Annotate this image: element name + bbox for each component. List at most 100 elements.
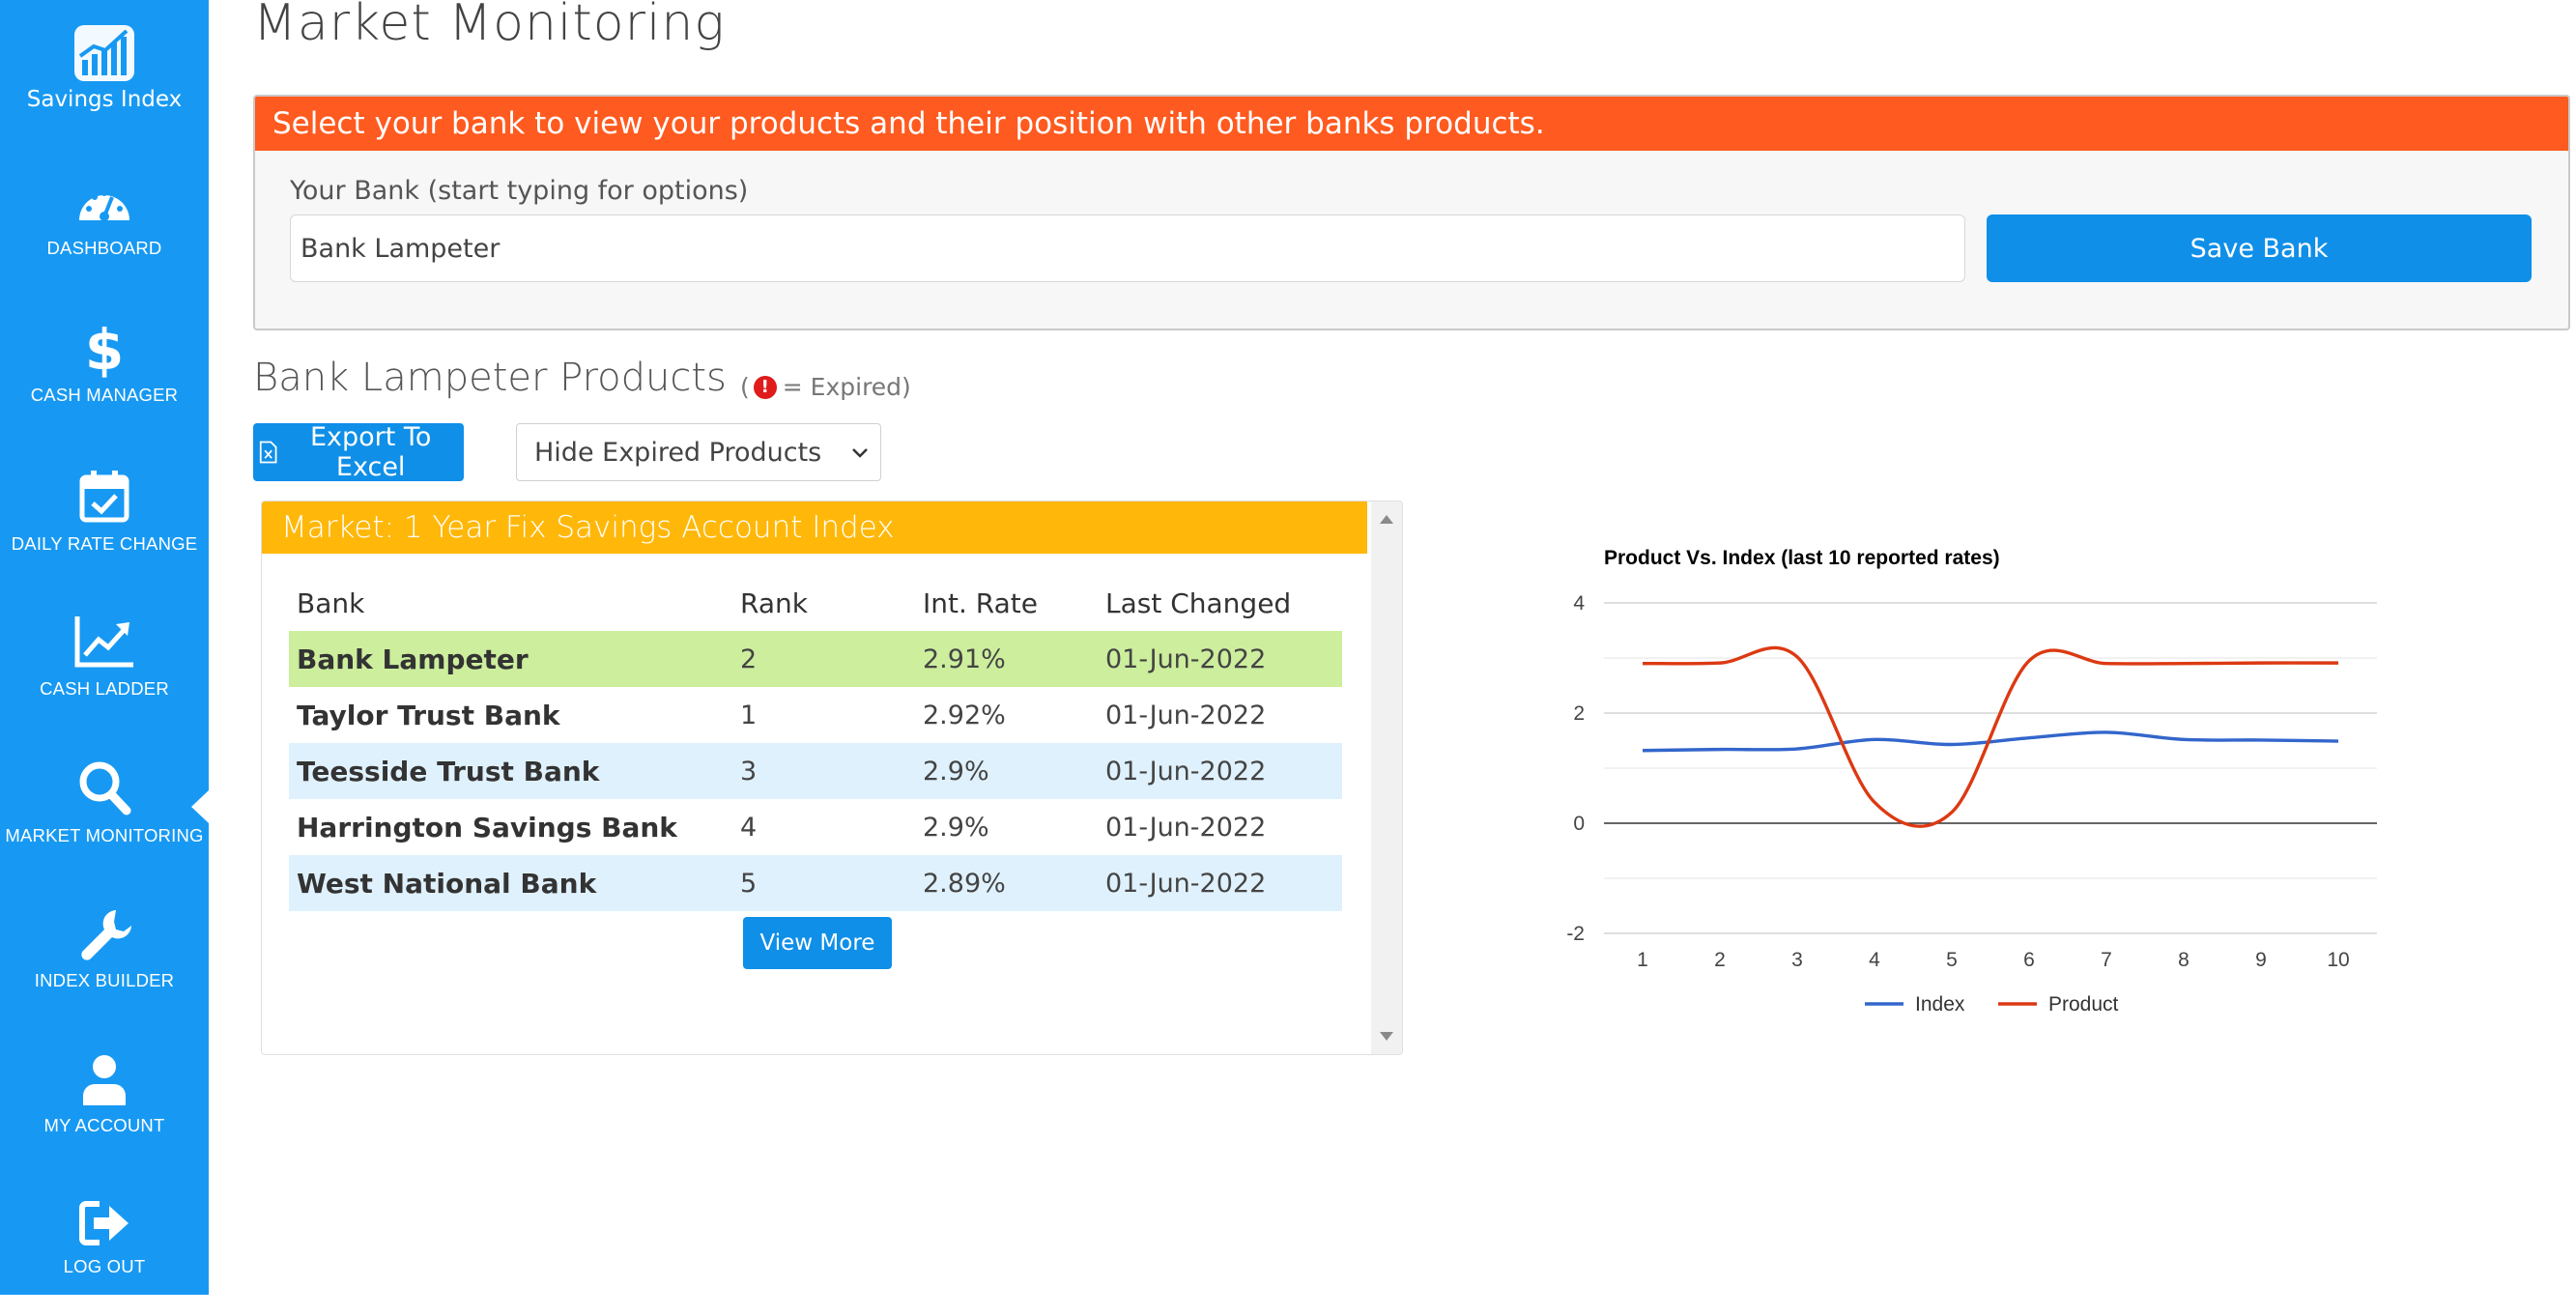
table-header-row: Bank Rank Int. Rate Last Changed bbox=[289, 575, 1342, 631]
x-tick-label: 4 bbox=[1869, 949, 1880, 971]
nav-cash-ladder-label: CASH LADDER bbox=[40, 678, 169, 699]
rate-cell: 2.91% bbox=[915, 631, 1098, 687]
y-tick-label: 0 bbox=[1573, 813, 1585, 835]
table-row: Teesside Trust Bank 3 2.9% 01-Jun-2022 bbox=[289, 743, 1342, 799]
col-int-rate: Int. Rate bbox=[923, 586, 1038, 619]
rank-cell: 5 bbox=[732, 855, 915, 911]
bank-select-panel: Select your bank to view your products a… bbox=[253, 95, 2570, 330]
market-card-scrollbar[interactable] bbox=[1371, 501, 1402, 1054]
market-card: Market: 1 Year Fix Savings Account Index… bbox=[261, 501, 1403, 1055]
logout-icon bbox=[79, 1201, 129, 1245]
nav-log-out[interactable]: LOG OUT bbox=[0, 1200, 209, 1316]
rank-cell: 1 bbox=[740, 700, 758, 730]
scroll-down-arrow-icon[interactable] bbox=[1380, 1032, 1393, 1041]
x-tick-label: 3 bbox=[1791, 949, 1803, 971]
nav-market-monitoring-label: MARKET MONITORING bbox=[5, 825, 204, 845]
bank-name-cell: Taylor Trust Bank bbox=[297, 699, 560, 731]
bank-name-cell: Harrington Savings Bank bbox=[297, 811, 677, 844]
rank-cell: 2 bbox=[732, 631, 915, 687]
rate-cell: 2.9% bbox=[923, 812, 989, 843]
expired-alert-icon: ! bbox=[753, 375, 777, 399]
legend-label-product: Product bbox=[2048, 993, 2119, 1016]
bank-name-cell: Teesside Trust Bank bbox=[289, 743, 732, 799]
x-tick-label: 2 bbox=[1714, 949, 1726, 971]
app-name: Savings Index bbox=[26, 87, 183, 112]
page-title: Market Monitoring bbox=[253, 0, 726, 52]
last-changed-cell: 01-Jun-2022 bbox=[1098, 855, 1342, 911]
bank-name-cell: Bank Lampeter bbox=[289, 631, 732, 687]
app-logo[interactable]: Savings Index bbox=[0, 23, 209, 112]
nav-dashboard[interactable]: DASHBOARD bbox=[0, 182, 209, 298]
x-tick-label: 10 bbox=[2327, 949, 2349, 971]
nav-my-account[interactable]: MY ACCOUNT bbox=[0, 1053, 209, 1169]
nav-market-monitoring[interactable]: MARKET MONITORING bbox=[0, 759, 209, 875]
x-tick-label: 5 bbox=[1946, 949, 1958, 971]
market-header: Market: 1 Year Fix Savings Account Index bbox=[262, 501, 1367, 554]
last-changed-cell: 01-Jun-2022 bbox=[1098, 631, 1342, 687]
nav-cash-ladder[interactable]: CASH LADDER bbox=[0, 615, 209, 730]
expired-legend: ( ! = Expired) bbox=[740, 373, 911, 401]
trend-up-chart-icon bbox=[74, 616, 133, 668]
x-tick-label: 7 bbox=[2101, 949, 2112, 971]
nav-daily-rate-change[interactable]: DAILY RATE CHANGE bbox=[0, 470, 209, 586]
expired-legend-text: = Expired) bbox=[782, 373, 911, 401]
x-tick-label: 9 bbox=[2255, 949, 2267, 971]
savings-index-logo-icon bbox=[74, 25, 134, 81]
product-vs-index-chart: Product Vs. Index (last 10 reported rate… bbox=[1566, 547, 2377, 1016]
user-icon bbox=[83, 1055, 126, 1105]
x-tick-label: 1 bbox=[1637, 949, 1648, 971]
col-rank: Rank bbox=[740, 586, 808, 619]
expired-filter-value: Hide Expired Products bbox=[534, 437, 822, 468]
chevron-down-icon bbox=[852, 448, 868, 458]
rate-cell: 2.9% bbox=[915, 743, 1098, 799]
view-more-button[interactable]: View More bbox=[743, 917, 892, 969]
y-tick-label: -2 bbox=[1566, 923, 1585, 945]
nav-daily-rate-change-label: DAILY RATE CHANGE bbox=[11, 533, 198, 554]
y-tick-label: 2 bbox=[1573, 702, 1585, 725]
bank-input[interactable] bbox=[290, 215, 1965, 282]
nav-index-builder[interactable]: INDEX BUILDER bbox=[0, 906, 209, 1022]
col-bank: Bank bbox=[297, 586, 365, 619]
rank-cell: 4 bbox=[740, 812, 758, 843]
dollar-icon: $ bbox=[85, 321, 124, 379]
series-line-index bbox=[1642, 730, 2339, 753]
chart-title: Product Vs. Index (last 10 reported rate… bbox=[1604, 547, 2000, 569]
nav-cash-manager[interactable]: $ CASH MANAGER bbox=[0, 321, 209, 437]
active-nav-indicator bbox=[191, 790, 209, 823]
legend-label-index: Index bbox=[1915, 993, 1965, 1016]
export-excel-button[interactable]: Export To Excel bbox=[253, 422, 464, 482]
sidebar: Savings Index DASHBOARD $ CASH MANAGER D… bbox=[0, 0, 209, 1295]
table-row: Bank Lampeter 2 2.91% 01-Jun-2022 bbox=[289, 631, 1342, 687]
table-row: Harrington Savings Bank 4 2.9% 01-Jun-20… bbox=[289, 799, 1342, 855]
last-changed-cell: 01-Jun-2022 bbox=[1105, 812, 1267, 843]
nav-log-out-label: LOG OUT bbox=[63, 1256, 146, 1276]
table-row: West National Bank 5 2.89% 01-Jun-2022 bbox=[289, 855, 1342, 911]
rate-cell: 2.89% bbox=[915, 855, 1098, 911]
nav-index-builder-label: INDEX BUILDER bbox=[34, 970, 175, 990]
search-icon bbox=[79, 761, 131, 815]
last-changed-cell: 01-Jun-2022 bbox=[1098, 743, 1342, 799]
excel-file-icon bbox=[259, 441, 277, 464]
expired-filter-select[interactable]: Hide Expired Products bbox=[516, 423, 881, 481]
wrench-icon bbox=[81, 910, 131, 960]
bank-select-header: Select your bank to view your products a… bbox=[255, 97, 2568, 151]
rate-cell: 2.92% bbox=[923, 700, 1006, 730]
bank-field-label: Your Bank (start typing for options) bbox=[290, 176, 749, 206]
col-last-changed: Last Changed bbox=[1105, 586, 1292, 619]
bank-name-cell: West National Bank bbox=[289, 855, 732, 911]
market-rank-table: Bank Rank Int. Rate Last Changed Bank La… bbox=[289, 575, 1342, 911]
table-row: Taylor Trust Bank 1 2.92% 01-Jun-2022 bbox=[289, 687, 1342, 743]
export-excel-label: Export To Excel bbox=[309, 422, 432, 482]
x-tick-label: 8 bbox=[2178, 949, 2190, 971]
calendar-check-icon bbox=[79, 471, 129, 523]
scroll-up-arrow-icon[interactable] bbox=[1380, 515, 1393, 524]
products-title: Bank Lampeter Products bbox=[253, 356, 727, 400]
dashboard-gauge-icon bbox=[79, 190, 129, 221]
expired-legend-open-paren: ( bbox=[740, 373, 750, 401]
save-bank-button[interactable]: Save Bank bbox=[1987, 215, 2532, 282]
nav-my-account-label: MY ACCOUNT bbox=[43, 1115, 165, 1135]
y-tick-label: 4 bbox=[1573, 592, 1585, 615]
last-changed-cell: 01-Jun-2022 bbox=[1105, 700, 1267, 730]
series-line-product bbox=[1642, 645, 2339, 828]
x-tick-label: 6 bbox=[2023, 949, 2035, 971]
